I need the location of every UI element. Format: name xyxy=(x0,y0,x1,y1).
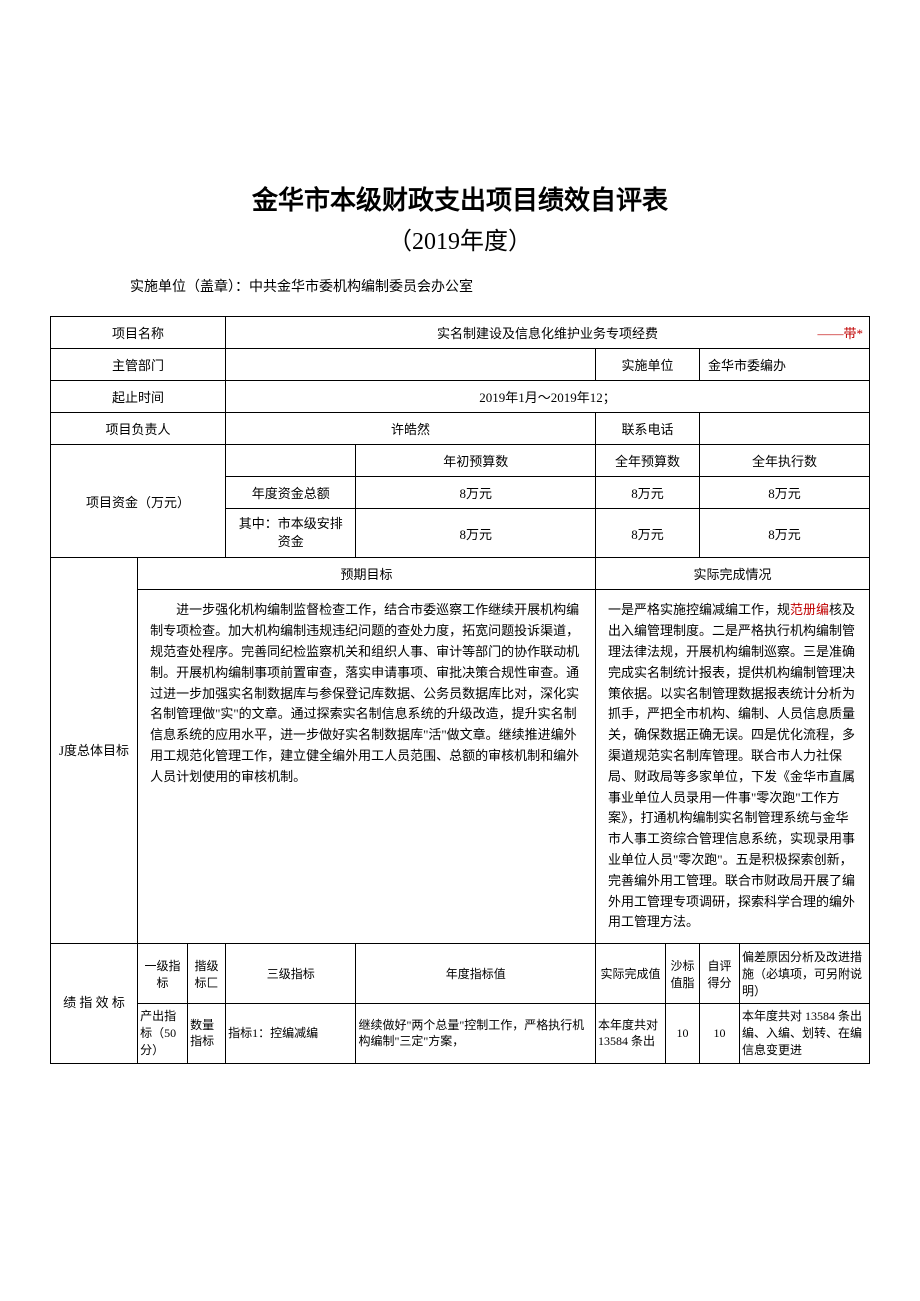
col-reason: 偏差原因分析及改进措施（必填项，可另附说明） xyxy=(740,944,870,1004)
table-row: 起止时间 2019年1月～2019年12； xyxy=(51,381,870,413)
funds-row1-start: 8万元 xyxy=(356,477,596,509)
leader-value: 许皓然 xyxy=(226,413,596,445)
expected-goal-label: 预期目标 xyxy=(138,558,596,590)
page-subtitle: （2019年度） xyxy=(50,221,870,256)
dept-value xyxy=(226,349,596,381)
year-budget-label: 全年预算数 xyxy=(596,445,700,477)
col-l2: 揩级标匚 xyxy=(188,944,226,1004)
row1-actual: 本年度共对 13584 条出 xyxy=(596,1004,666,1063)
actual-goal-text: 一是严格实施控编减编工作，规范册编核及出入编管理制度。二是严格执行机构编制管理法… xyxy=(596,590,870,944)
period-label: 起止时间 xyxy=(51,381,226,413)
funds-blank xyxy=(226,445,356,477)
table-row: 项目名称 实名制建设及信息化维护业务专项经费 ——带* xyxy=(51,317,870,349)
funds-row1-budget: 8万元 xyxy=(596,477,700,509)
row1-l2: 数量指标 xyxy=(188,1004,226,1063)
col-l1: 一级指标 xyxy=(138,944,188,1004)
table-row: 绩 指 效 标 一级指标 揩级标匚 三级指标 年度指标值 实际完成值 沙标值脂 … xyxy=(51,944,870,1004)
col-actual: 实际完成值 xyxy=(596,944,666,1004)
row1-l3: 指标1：控编减编 xyxy=(226,1004,356,1063)
col-l3: 三级指标 xyxy=(226,944,356,1004)
period-value: 2019年1月～2019年12； xyxy=(226,381,870,413)
phone-label: 联系电话 xyxy=(596,413,700,445)
org-line: 实施单位（盖章）：中共金华市委机构编制委员会办公室 xyxy=(130,276,870,296)
row1-year: 继续做好"两个总量"控制工作，严格执行机构编制"三定"方案， xyxy=(356,1004,596,1063)
col-self: 自评得分 xyxy=(700,944,740,1004)
funds-row1-exec: 8万元 xyxy=(700,477,870,509)
table-row: 进一步强化机构编制监督检查工作，结合市委巡察工作继续开展机构编制专项检查。加大机… xyxy=(51,590,870,944)
actual-text-red: 范册编 xyxy=(790,602,829,617)
actual-goal-label: 实际完成情况 xyxy=(596,558,870,590)
project-name-label: 项目名称 xyxy=(51,317,226,349)
year-exec-label: 全年执行数 xyxy=(700,445,870,477)
funds-row2-exec: 8万元 xyxy=(700,509,870,558)
funds-row2-start: 8万元 xyxy=(356,509,596,558)
funds-label: 项目资金（万元） xyxy=(51,445,226,558)
asterisk-mark: ——带* xyxy=(817,323,863,342)
impl-unit-label: 实施单位 xyxy=(596,349,700,381)
table-row: 主管部门 实施单位 金华市委编办 xyxy=(51,349,870,381)
table-row: 产出指标（50分） 数量指标 指标1：控编减编 继续做好"两个总量"控制工作，严… xyxy=(51,1004,870,1063)
indicator-main-label: 绩 指 效 标 xyxy=(51,944,138,1063)
row1-self: 10 xyxy=(700,1004,740,1063)
table-row: 项目资金（万元） 年初预算数 全年预算数 全年执行数 xyxy=(51,445,870,477)
actual-text-p1: 一是严格实施控编减编工作，规 xyxy=(608,602,790,617)
row1-target: 10 xyxy=(666,1004,700,1063)
funds-row2-label: 其中：市本级安排资金 xyxy=(226,509,356,558)
project-name-text: 实名制建设及信息化维护业务专项经费 xyxy=(437,326,658,341)
expected-goal-text: 进一步强化机构编制监督检查工作，结合市委巡察工作继续开展机构编制专项检查。加大机… xyxy=(138,590,596,944)
col-year: 年度指标值 xyxy=(356,944,596,1004)
evaluation-table: 项目名称 实名制建设及信息化维护业务专项经费 ——带* 主管部门 实施单位 金华… xyxy=(50,316,870,1064)
funds-row2-budget: 8万元 xyxy=(596,509,700,558)
row1-l1: 产出指标（50分） xyxy=(138,1004,188,1063)
project-name-value: 实名制建设及信息化维护业务专项经费 ——带* xyxy=(226,317,870,349)
overall-goal-label: J度总体目标 xyxy=(51,558,138,944)
row1-reason: 本年度共对 13584 条出编、入编、划转、在编信息变更进 xyxy=(740,1004,870,1063)
table-row: 项目负责人 许皓然 联系电话 xyxy=(51,413,870,445)
col-target: 沙标值脂 xyxy=(666,944,700,1004)
leader-label: 项目负责人 xyxy=(51,413,226,445)
actual-text-p2: 核及出入编管理制度。二是严格执行机构编制管理法律法规，开展机构编制巡察。三是准确… xyxy=(608,602,855,929)
funds-row1-label: 年度资金总额 xyxy=(226,477,356,509)
phone-value xyxy=(700,413,870,445)
page-title: 金华市本级财政支出项目绩效自评表 xyxy=(50,180,870,217)
year-start-label: 年初预算数 xyxy=(356,445,596,477)
table-row: J度总体目标 预期目标 实际完成情况 xyxy=(51,558,870,590)
impl-unit-value: 金华市委编办 xyxy=(700,349,870,381)
dept-label: 主管部门 xyxy=(51,349,226,381)
